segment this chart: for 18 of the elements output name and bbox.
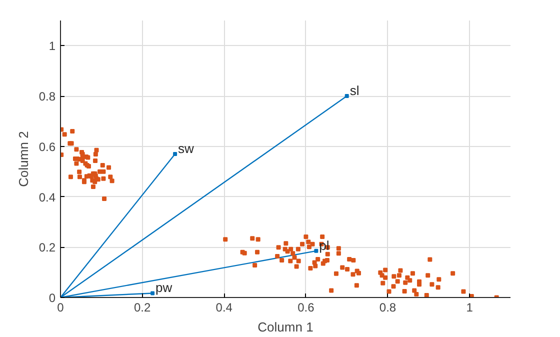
x-tick-label: 0.2 [134, 300, 151, 314]
x-tick-label: 0.4 [216, 300, 233, 314]
y-tick-label: 0.8 [38, 90, 56, 104]
x-tick-label: 1 [466, 300, 474, 314]
series-label: pw [156, 280, 173, 296]
x-axis-title: Column 1 [258, 320, 314, 334]
y-tick-label: 0.6 [38, 140, 56, 154]
y-axis-title: Column 2 [16, 131, 31, 187]
y-tick-label: 0.4 [38, 190, 56, 204]
series-label: sl [350, 83, 360, 98]
x-tick-label: 0 [57, 300, 64, 314]
series-label: pl [319, 238, 330, 253]
x-tick-label: 0.8 [379, 300, 396, 314]
series-label: sw [178, 140, 195, 156]
y-tick-label: 1 [48, 39, 56, 54]
x-tick-label: 0.6 [298, 300, 315, 314]
y-tick-label: 0.2 [38, 240, 56, 255]
y-tick-label: 0 [48, 291, 56, 305]
